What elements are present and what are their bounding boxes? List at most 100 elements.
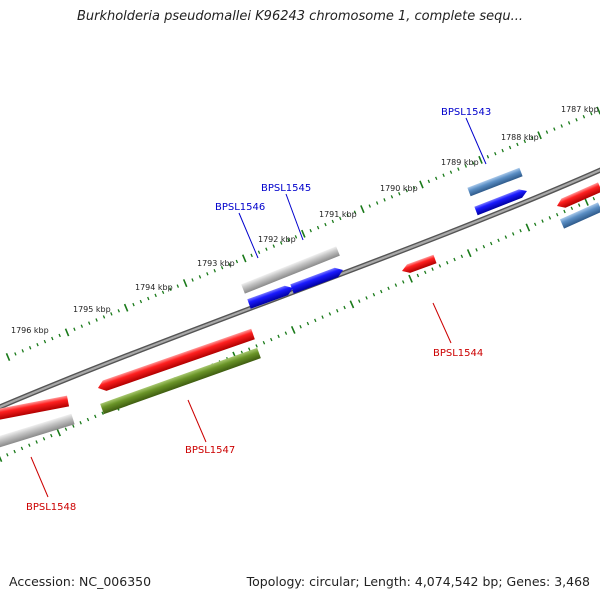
scale-tick <box>294 235 298 239</box>
gene-label-bpsl1545[interactable]: BPSL1545 <box>261 183 311 194</box>
scale-tick <box>408 274 413 283</box>
scale-tick <box>497 238 500 243</box>
scale-tick <box>445 260 449 265</box>
scale-tick <box>198 275 202 279</box>
scale-tick <box>494 151 497 156</box>
gene-label-bpsl1544[interactable]: BPSL1544 <box>433 348 483 359</box>
scale-tick <box>28 346 32 350</box>
topology-summary: Topology: circular; Length: 4,074,542 bp… <box>246 574 590 589</box>
scale-ticks-outer <box>5 106 600 361</box>
scale-tick <box>64 427 68 431</box>
scale-label-1791: 1791 kbp <box>319 210 357 219</box>
scale-tick <box>87 321 91 325</box>
scale-tick <box>567 121 571 125</box>
scale-tick <box>79 421 82 425</box>
feature-left-red-body <box>0 395 70 421</box>
scale-tick <box>339 216 342 221</box>
scale-tick <box>353 210 357 214</box>
scale-tick <box>110 312 113 316</box>
scale-tick <box>358 299 361 303</box>
feature-right-steel <box>559 202 600 229</box>
scale-label-1790: 1790 kbp <box>380 184 418 193</box>
scale-tick <box>460 254 464 259</box>
scale-tick <box>449 170 453 174</box>
scale-tick <box>466 249 472 258</box>
scale-tick <box>380 289 383 294</box>
scale-tick <box>169 287 172 291</box>
scale-label-1795: 1795 kbp <box>73 305 111 314</box>
scale-tick <box>360 205 365 214</box>
scale-tick <box>262 341 266 345</box>
scale-label-1796: 1796 kbp <box>11 326 49 335</box>
scale-tick <box>248 347 251 351</box>
scale-tick <box>309 228 312 233</box>
scale-tick <box>516 142 519 147</box>
map-title: Burkholderia pseudomallei K96243 chromos… <box>76 9 524 24</box>
scale-tick <box>489 241 493 246</box>
scale-tick <box>117 309 120 313</box>
scale-tick <box>5 353 11 361</box>
scale-tick <box>482 244 486 249</box>
scale-tick <box>375 201 379 205</box>
scale-label-1788: 1788 kbp <box>501 133 539 142</box>
scale-tick <box>431 267 434 271</box>
scale-tick <box>6 453 9 457</box>
accession-text: Accession: NC_006350 <box>9 574 152 589</box>
scale-tick <box>35 440 38 444</box>
gene-features <box>0 167 600 449</box>
scale-tick <box>475 248 478 252</box>
scale-tick <box>464 164 467 168</box>
scale-tick <box>36 342 39 347</box>
scale-tick <box>290 325 296 334</box>
scale-tick <box>43 339 47 344</box>
scale-tick <box>525 223 531 232</box>
scale-tick <box>427 179 431 184</box>
scale-tick <box>321 315 324 319</box>
scale-tick <box>501 148 504 153</box>
scale-tick <box>511 232 515 236</box>
scale-tick <box>577 203 581 207</box>
scale-tick <box>132 302 135 307</box>
scale-tick <box>331 219 335 224</box>
scale-label-1793: 1793 kbp <box>197 259 235 268</box>
scale-tick <box>533 222 537 227</box>
gene-label-bpsl1547[interactable]: BPSL1547 <box>185 445 235 456</box>
scale-tick <box>453 257 456 262</box>
scale-tick <box>220 265 224 270</box>
feature-bpsl1546-body <box>247 285 294 309</box>
feature-right-steel-body <box>559 202 600 229</box>
feature-right-red <box>557 182 600 208</box>
gene-labels[interactable]: BPSL1543 BPSL1544 BPSL1545 BPSL1546 BPSL… <box>26 107 491 513</box>
scale-tick <box>336 309 339 313</box>
feature-bpsl1544 <box>402 254 437 273</box>
scale-tick <box>372 293 376 297</box>
scale-tick <box>471 161 475 165</box>
scale-label-1794: 1794 kbp <box>135 283 173 292</box>
scale-tick <box>592 196 596 201</box>
scale-tick <box>416 273 420 278</box>
feature-left-red <box>0 395 70 421</box>
leader-bpsl1543 <box>465 117 487 165</box>
scale-labels: 1796 kbp 1795 kbp 1794 kbp 1793 kbp 1792… <box>11 105 599 335</box>
gene-label-bpsl1548[interactable]: BPSL1548 <box>26 502 76 513</box>
scale-tick <box>563 209 566 214</box>
scale-tick <box>545 130 549 134</box>
scale-tick <box>423 270 427 275</box>
scale-tick <box>241 254 247 263</box>
scale-tick <box>154 293 157 298</box>
scale-tick <box>442 173 445 177</box>
leader-bpsl1545 <box>285 193 304 241</box>
scale-label-1789: 1789 kbp <box>441 158 479 167</box>
scale-tick <box>42 437 46 441</box>
scale-tick <box>51 336 54 341</box>
scale-tick <box>478 155 483 164</box>
gene-label-bpsl1546[interactable]: BPSL1546 <box>215 202 265 213</box>
scale-tick <box>575 118 578 122</box>
feature-bpsl1547 <box>100 347 261 415</box>
feature-bpsl1543-outer <box>467 167 523 197</box>
scale-tick <box>147 296 150 301</box>
scale-tick <box>14 352 17 356</box>
scale-tick <box>73 327 76 332</box>
gene-label-bpsl1543[interactable]: BPSL1543 <box>441 107 491 118</box>
